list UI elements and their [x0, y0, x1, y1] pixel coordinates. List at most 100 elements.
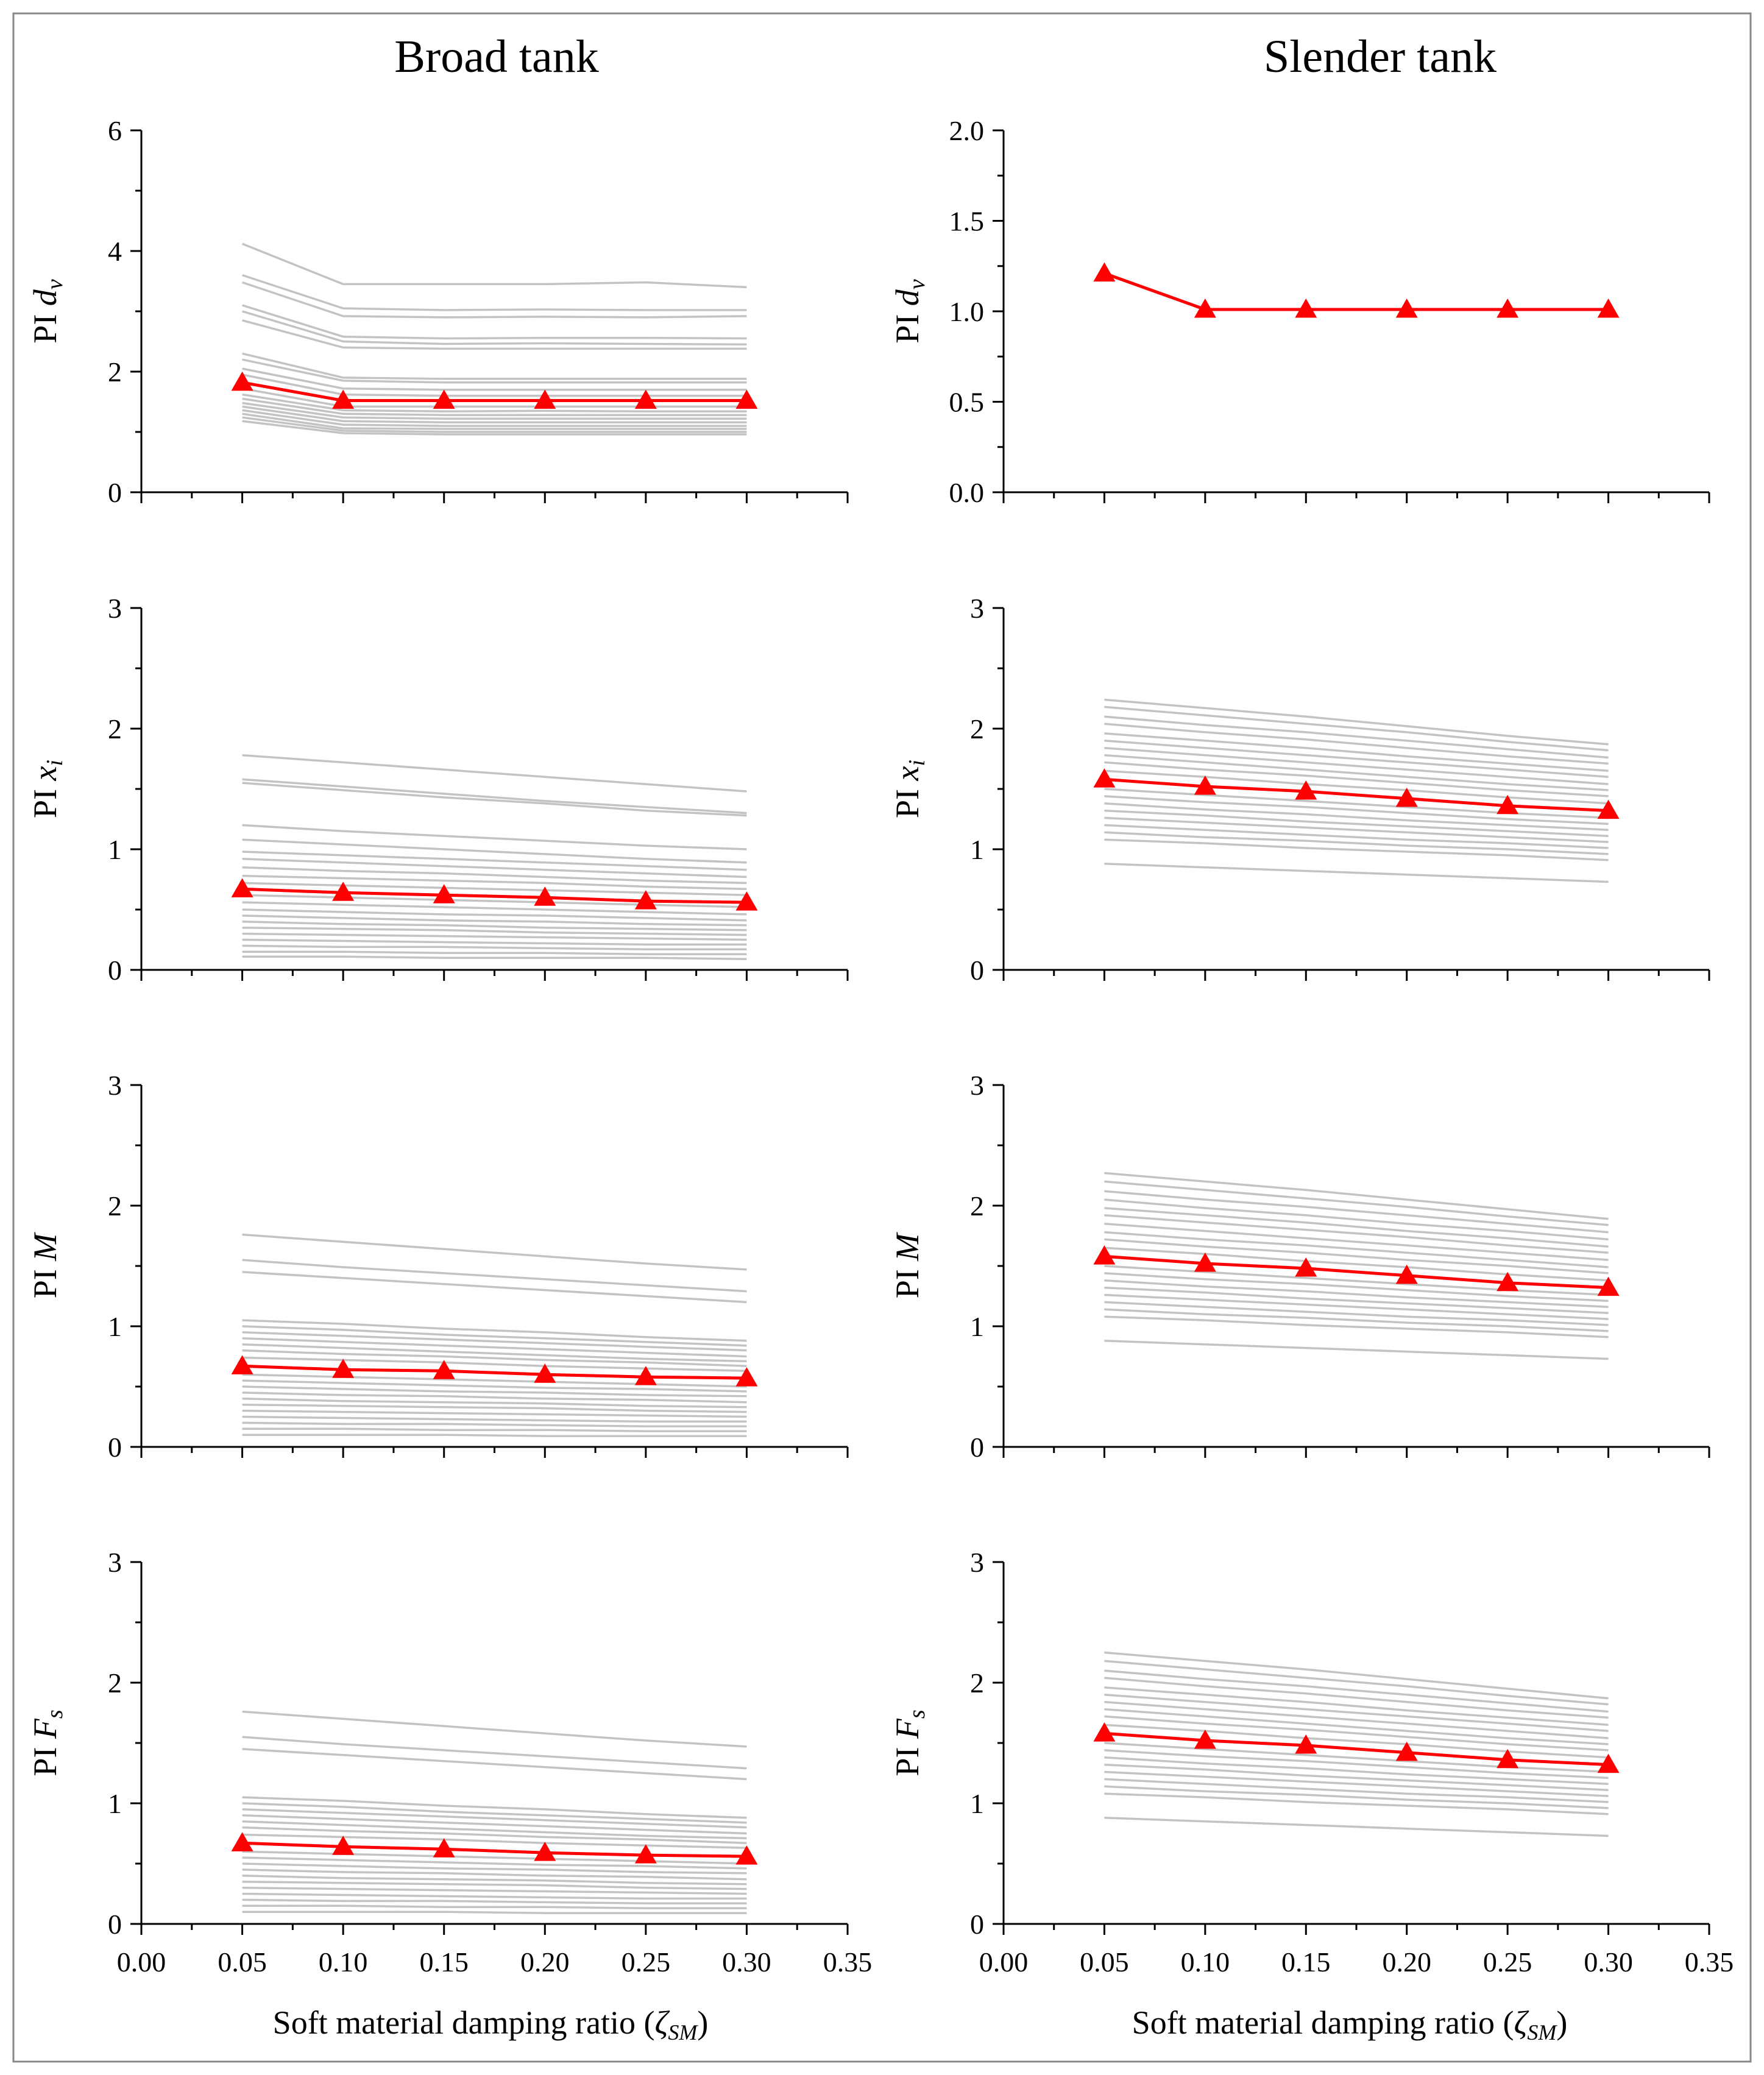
background-series-line-11: [1104, 1272, 1609, 1303]
y-tick-label: 0: [108, 477, 122, 508]
background-series-line-2: [242, 782, 747, 817]
background-series-line-0: [241, 242, 747, 289]
background-series-line-0: [1104, 698, 1609, 746]
y-axis-label: PI M: [889, 1232, 926, 1299]
background-series-line-18: [1104, 863, 1609, 883]
y-tick-label: 4: [108, 236, 122, 267]
background-series-line-17: [242, 1892, 747, 1900]
background-series-line-9: [242, 1356, 747, 1373]
y-tick-label: 1: [970, 834, 984, 865]
background-series-line-9: [1104, 1246, 1609, 1282]
y-tick-label: 0: [108, 1432, 122, 1463]
background-series-line-5: [1104, 1214, 1609, 1254]
mean-marker-triangle: [1194, 1253, 1216, 1272]
x-tick-label: 0.20: [520, 1946, 570, 1978]
mean-marker-triangle: [534, 886, 556, 906]
background-series-line-6: [242, 858, 747, 878]
mean-marker-triangle: [1597, 299, 1620, 318]
background-series-line-19: [242, 1427, 747, 1433]
background-series-line-8: [242, 1826, 747, 1845]
y-tick-label: 2: [108, 356, 122, 387]
background-series-line-13: [1104, 1286, 1609, 1314]
mean-marker-triangle: [433, 1360, 455, 1379]
y-tick-label: 3: [970, 1070, 984, 1101]
column-title-broad: Broad tank: [394, 31, 599, 82]
background-series-line-3: [242, 824, 747, 850]
mean-marker-triangle: [1093, 1722, 1116, 1742]
background-series-line-16: [242, 1409, 747, 1418]
y-tick-label: 0: [970, 1909, 984, 1940]
background-series-line-10: [242, 894, 747, 908]
background-series-line-16: [1104, 1785, 1609, 1809]
mean-marker-triangle: [332, 882, 355, 901]
background-series-line-13: [1104, 809, 1609, 837]
y-tick-label: 0: [970, 1432, 984, 1463]
background-series-line-10: [242, 387, 747, 408]
y-axis-label: PI dv: [889, 279, 930, 344]
background-series-line-8: [242, 874, 747, 891]
mean-marker-triangle: [1194, 299, 1216, 318]
background-series-line-2: [242, 1748, 747, 1781]
y-tick-label: 1.0: [949, 296, 985, 327]
background-series-line-16: [242, 932, 747, 941]
background-series-line-17: [1104, 1315, 1609, 1338]
background-series-line-2: [1104, 715, 1609, 759]
background-series-line-3: [1104, 1677, 1609, 1719]
panel-slender-fs: 0.00 0.05 0.10 0.15 0.20 0.25 0.30 0.35 0 1 2 3 PI F…: [889, 1547, 1734, 1978]
background-series-line-1: [242, 1736, 747, 1770]
mean-marker-triangle: [231, 371, 253, 391]
background-series-line-4: [242, 1802, 747, 1824]
y-tick-label: 3: [970, 1547, 984, 1578]
background-series-line-7: [242, 358, 747, 384]
panel-broad-dv: 0 2 4 6 PI dv: [27, 115, 849, 508]
y-tick-label: 2: [970, 713, 984, 744]
background-series-line-19: [242, 1904, 747, 1910]
mean-marker-triangle: [231, 1832, 253, 1851]
mean-marker-triangle: [1194, 1730, 1216, 1749]
background-series-line-14: [242, 921, 747, 931]
background-series-line-4: [242, 1325, 747, 1347]
background-series-line-7: [1104, 754, 1609, 791]
mean-marker-triangle: [332, 1836, 355, 1855]
background-series-line-9: [1104, 1723, 1609, 1759]
mean-marker-triangle: [1295, 299, 1317, 318]
background-series-line-1: [1104, 705, 1609, 752]
background-series-line-3: [1104, 723, 1609, 765]
y-tick-label: 2: [970, 1190, 984, 1221]
mean-marker-triangle: [231, 1355, 253, 1374]
y-tick-label: 1: [108, 834, 122, 865]
background-series-line-8: [242, 1349, 747, 1368]
mean-series-line: [242, 1841, 747, 1858]
x-tick-label: 0.15: [1281, 1946, 1331, 1978]
background-series-line-1: [242, 778, 747, 815]
background-series-line-17: [242, 1415, 747, 1423]
background-series-line-12: [242, 908, 747, 922]
mean-marker-triangle: [332, 1359, 355, 1378]
background-series-line-7: [242, 866, 747, 885]
background-series-line-13: [242, 1391, 747, 1404]
background-series-line-10: [242, 1373, 747, 1388]
background-series-line-1: [1104, 1180, 1609, 1226]
y-axis-label: PI M: [27, 1232, 63, 1299]
x-tick-label: 0.25: [622, 1946, 671, 1978]
mean-series-line: [1104, 1254, 1609, 1290]
background-series-line-13: [242, 401, 747, 420]
background-series-line-20: [242, 1433, 747, 1437]
background-series-line-1: [1104, 1660, 1609, 1706]
background-series-line-19: [242, 950, 747, 956]
background-series-line-16: [1104, 1308, 1609, 1332]
mean-series-line: [242, 887, 747, 904]
background-series-line-11: [242, 1856, 747, 1870]
background-series-line-20: [242, 955, 747, 960]
background-series-line-4: [1104, 1207, 1609, 1248]
y-tick-label: 3: [108, 1547, 122, 1578]
background-series-line-11: [242, 901, 747, 916]
mean-marker-triangle: [231, 878, 253, 897]
y-tick-label: 6: [108, 115, 122, 146]
background-series-line-5: [242, 850, 747, 871]
background-series-line-3: [242, 1796, 747, 1819]
y-tick-label: 1: [970, 1311, 984, 1342]
y-axis-label: PI Fs: [27, 1709, 68, 1776]
mean-marker-triangle: [634, 1844, 657, 1864]
background-series-line-11: [242, 1379, 747, 1393]
